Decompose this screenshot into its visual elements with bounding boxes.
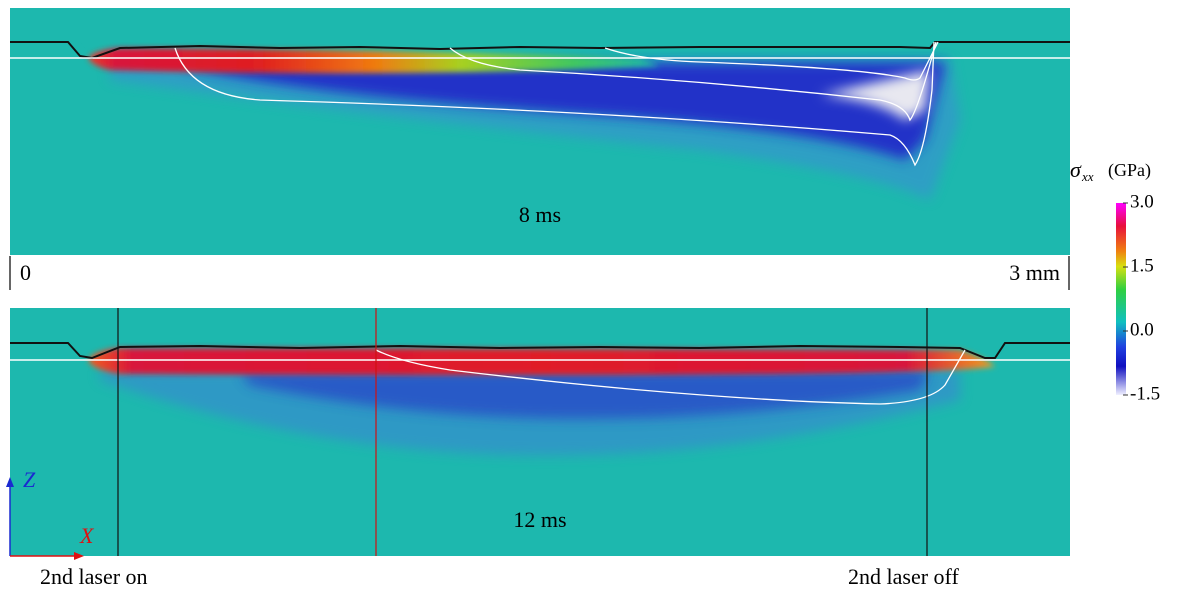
colorbar-subscript: xx	[1081, 169, 1094, 184]
panel-bottom: 12 ms	[10, 308, 1070, 556]
panel-time: 12 ms	[513, 507, 566, 532]
colorbar: σ xx (GPa) 3.0 1.5 0.0 -1.5	[1070, 157, 1160, 404]
annotation: 2nd laser on	[40, 564, 148, 589]
colorbar-tick-label: 1.5	[1130, 255, 1154, 276]
scale-start: 0	[20, 260, 31, 285]
colorbar-tick-label: -1.5	[1130, 383, 1160, 404]
panel-top: 8 ms	[10, 8, 1070, 255]
annotation: 2nd laser off	[848, 564, 959, 589]
colorbar-tick-label: 3.0	[1130, 191, 1154, 212]
scale-end: 3 mm	[1009, 260, 1060, 285]
colorbar-tick-label: 0.0	[1130, 319, 1154, 340]
axis-z-label: Z	[23, 467, 36, 492]
panel-time: 8 ms	[519, 202, 561, 227]
colorbar-symbol: σ	[1070, 157, 1082, 182]
axis-x-label: X	[79, 523, 95, 548]
colorbar-unit: (GPa)	[1108, 160, 1151, 181]
